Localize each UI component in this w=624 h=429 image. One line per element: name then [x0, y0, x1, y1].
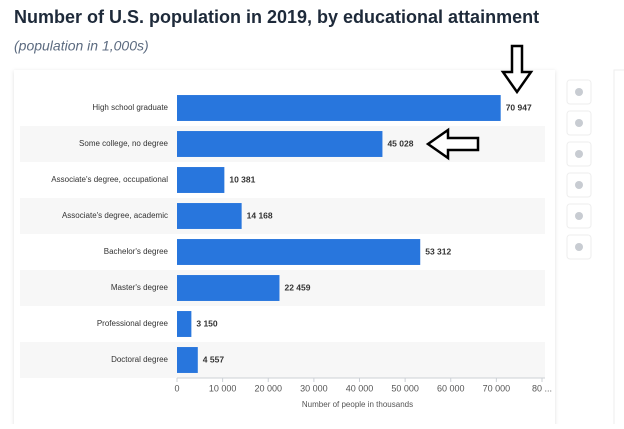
value-label: 45 028 [387, 138, 413, 148]
icon [575, 212, 583, 220]
row-band [20, 270, 545, 306]
icon [575, 243, 583, 251]
chart-title: Number of U.S. population in 2019, by ed… [14, 7, 539, 27]
toolbar [566, 69, 624, 429]
icon [575, 119, 583, 127]
y-tick-label: Associate's degree, academic [62, 211, 168, 220]
arrow-annotation [425, 127, 480, 161]
value-label: 70 947 [506, 102, 532, 112]
arrow-annotation [500, 44, 534, 95]
row-band [20, 342, 545, 378]
row-band [20, 198, 545, 234]
icon [575, 181, 583, 189]
value-label: 53 312 [425, 246, 451, 256]
bar [177, 131, 383, 157]
x-tick-label: 20 000 [254, 383, 282, 393]
x-axis-label: Number of people in thousands [302, 400, 413, 409]
x-tick-label: 40 000 [346, 383, 374, 393]
value-label: 22 459 [284, 282, 310, 292]
y-tick-label: Bachelor's degree [104, 247, 169, 256]
x-tick-label: 60 000 [437, 383, 465, 393]
y-tick-label: High school graduate [92, 103, 168, 112]
bar [177, 239, 421, 265]
icon [575, 150, 583, 158]
bar [177, 203, 242, 229]
y-tick-label: Professional degree [97, 319, 169, 328]
x-tick-label: 70 000 [483, 383, 511, 393]
bar [177, 311, 192, 337]
chart-subtitle: (population in 1,000s) [14, 38, 149, 54]
y-tick-label: Master's degree [111, 283, 169, 292]
bar [177, 275, 280, 301]
icon [575, 88, 583, 96]
value-label: 10 381 [229, 174, 255, 184]
y-tick-label: Associate's degree, occupational [51, 175, 168, 184]
x-tick-label: 30 000 [300, 383, 328, 393]
value-label: 4 557 [203, 354, 225, 364]
bar [177, 95, 501, 121]
x-tick-label: 50 000 [391, 383, 419, 393]
y-tick-label: Doctoral degree [111, 355, 168, 364]
bar [177, 347, 198, 373]
side-panel [613, 69, 624, 429]
plot: 0 10 000 20 000 30 000 40 000 50 000 60 000 70 … [20, 95, 552, 409]
x-tick-label: 80 ... [532, 383, 552, 393]
x-tick-label: 10 000 [209, 383, 237, 393]
value-label: 3 150 [196, 318, 218, 328]
bar [177, 167, 225, 193]
value-label: 14 168 [247, 210, 273, 220]
y-tick-label: Some college, no degree [79, 139, 169, 148]
x-tick-label: 0 [174, 383, 179, 393]
